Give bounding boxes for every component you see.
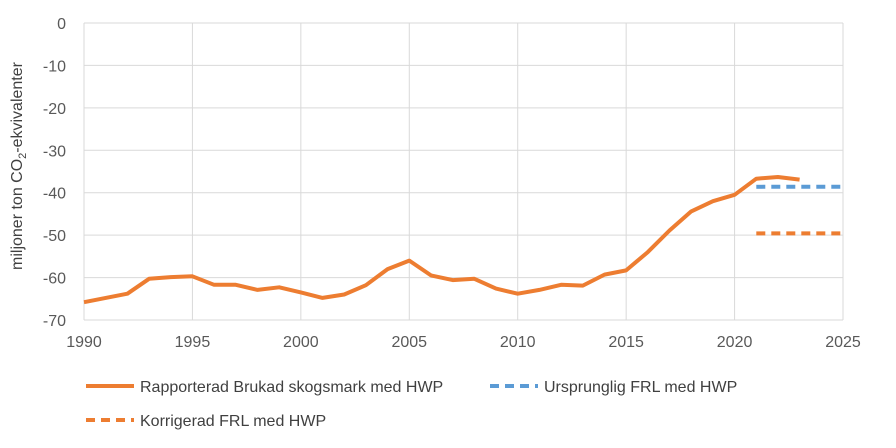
series-rapporterad-line	[83, 175, 800, 305]
x-tick-label: 2005	[391, 334, 427, 351]
legend: Rapporterad Brukad skogsmark med HWP Urs…	[86, 379, 737, 430]
gridlines	[83, 22, 844, 320]
y-axis-label-suffix: -ekvivalenter	[9, 61, 26, 152]
y-axis-label-main: miljoner ton CO	[9, 159, 26, 270]
x-tick-labels: 1990 1995 2000 2005 2010 2015 2020 2025	[66, 334, 861, 351]
y-tick-labels: 0 -10 -20 -30 -40 -50 -60 -70	[43, 16, 66, 330]
y-tick-label: -60	[43, 271, 66, 288]
series-lines	[83, 175, 843, 305]
y-tick-label: -50	[43, 228, 66, 245]
x-tick-label: 2025	[825, 334, 861, 351]
y-tick-label: 0	[57, 16, 66, 33]
x-tick-label: 1995	[175, 334, 211, 351]
y-tick-label: -70	[43, 313, 66, 330]
x-tick-label: 1990	[66, 334, 102, 351]
x-tick-label: 2015	[608, 334, 644, 351]
x-tick-label: 2010	[500, 334, 536, 351]
x-tick-label: 2000	[283, 334, 319, 351]
x-tick-label: 2020	[717, 334, 753, 351]
y-tick-label: -20	[43, 101, 66, 118]
legend-label-korrigerad: Korrigerad FRL med HWP	[140, 413, 326, 430]
y-axis-label-subscript: 2	[17, 153, 29, 159]
y-axis-label: miljoner ton CO2-ekvivalenter	[9, 61, 29, 270]
legend-label-ursprunglig: Ursprunglig FRL med HWP	[544, 379, 737, 396]
legend-label-rapporterad: Rapporterad Brukad skogsmark med HWP	[140, 379, 443, 396]
y-tick-label: -30	[43, 143, 66, 160]
y-tick-label: -40	[43, 186, 66, 203]
y-tick-label: -10	[43, 58, 66, 75]
